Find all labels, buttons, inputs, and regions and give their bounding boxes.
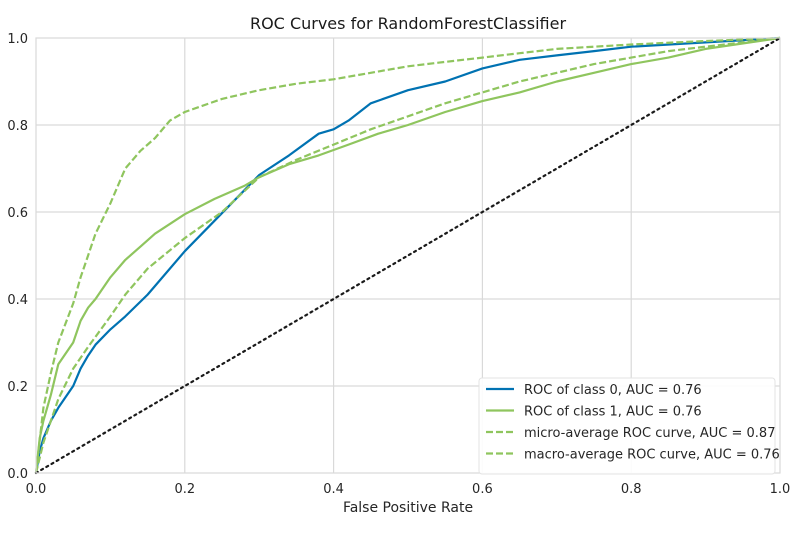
y-tick-label: 0.2 bbox=[7, 380, 28, 395]
x-tick-label: 0.0 bbox=[26, 482, 47, 497]
legend-label-3: macro-average ROC curve, AUC = 0.76 bbox=[524, 448, 780, 463]
reference-diagonal-line bbox=[34, 36, 782, 475]
y-tick-label: 0.8 bbox=[7, 119, 28, 134]
legend-box bbox=[478, 377, 776, 475]
series-line-3 bbox=[34, 36, 781, 474]
plot-frame bbox=[35, 37, 781, 474]
series-layer bbox=[34, 36, 782, 475]
legend-label-1: ROC of class 1, AUC = 0.76 bbox=[524, 405, 702, 420]
series-line-1 bbox=[34, 36, 781, 474]
y-tick-labels: 0.0 0.2 0.4 0.6 0.8 1.0 bbox=[7, 32, 28, 482]
grid bbox=[36, 38, 780, 473]
x-tick-label: 0.2 bbox=[174, 482, 195, 497]
x-tick-label: 0.6 bbox=[472, 482, 493, 497]
chart-title: ROC Curves for RandomForestClassifier bbox=[250, 14, 566, 33]
x-axis-label: False Positive Rate bbox=[343, 500, 473, 516]
series-line-2 bbox=[34, 36, 781, 474]
x-tick-label: 0.8 bbox=[621, 482, 642, 497]
y-tick-label: 0.6 bbox=[7, 206, 28, 221]
x-tick-label: 1.0 bbox=[770, 482, 791, 497]
y-tick-label: 0.4 bbox=[7, 293, 28, 308]
x-tick-labels: 0.0 0.2 0.4 0.6 0.8 1.0 bbox=[26, 482, 791, 497]
legend: ROC of class 0, AUC = 0.76 ROC of class 1… bbox=[478, 377, 780, 475]
legend-label-2: micro-average ROC curve, AUC = 0.87 bbox=[524, 426, 775, 441]
y-tick-label: 0.0 bbox=[7, 467, 28, 482]
y-tick-label: 1.0 bbox=[7, 32, 28, 47]
x-tick-label: 0.4 bbox=[323, 482, 344, 497]
legend-label-0: ROC of class 0, AUC = 0.76 bbox=[524, 383, 702, 398]
